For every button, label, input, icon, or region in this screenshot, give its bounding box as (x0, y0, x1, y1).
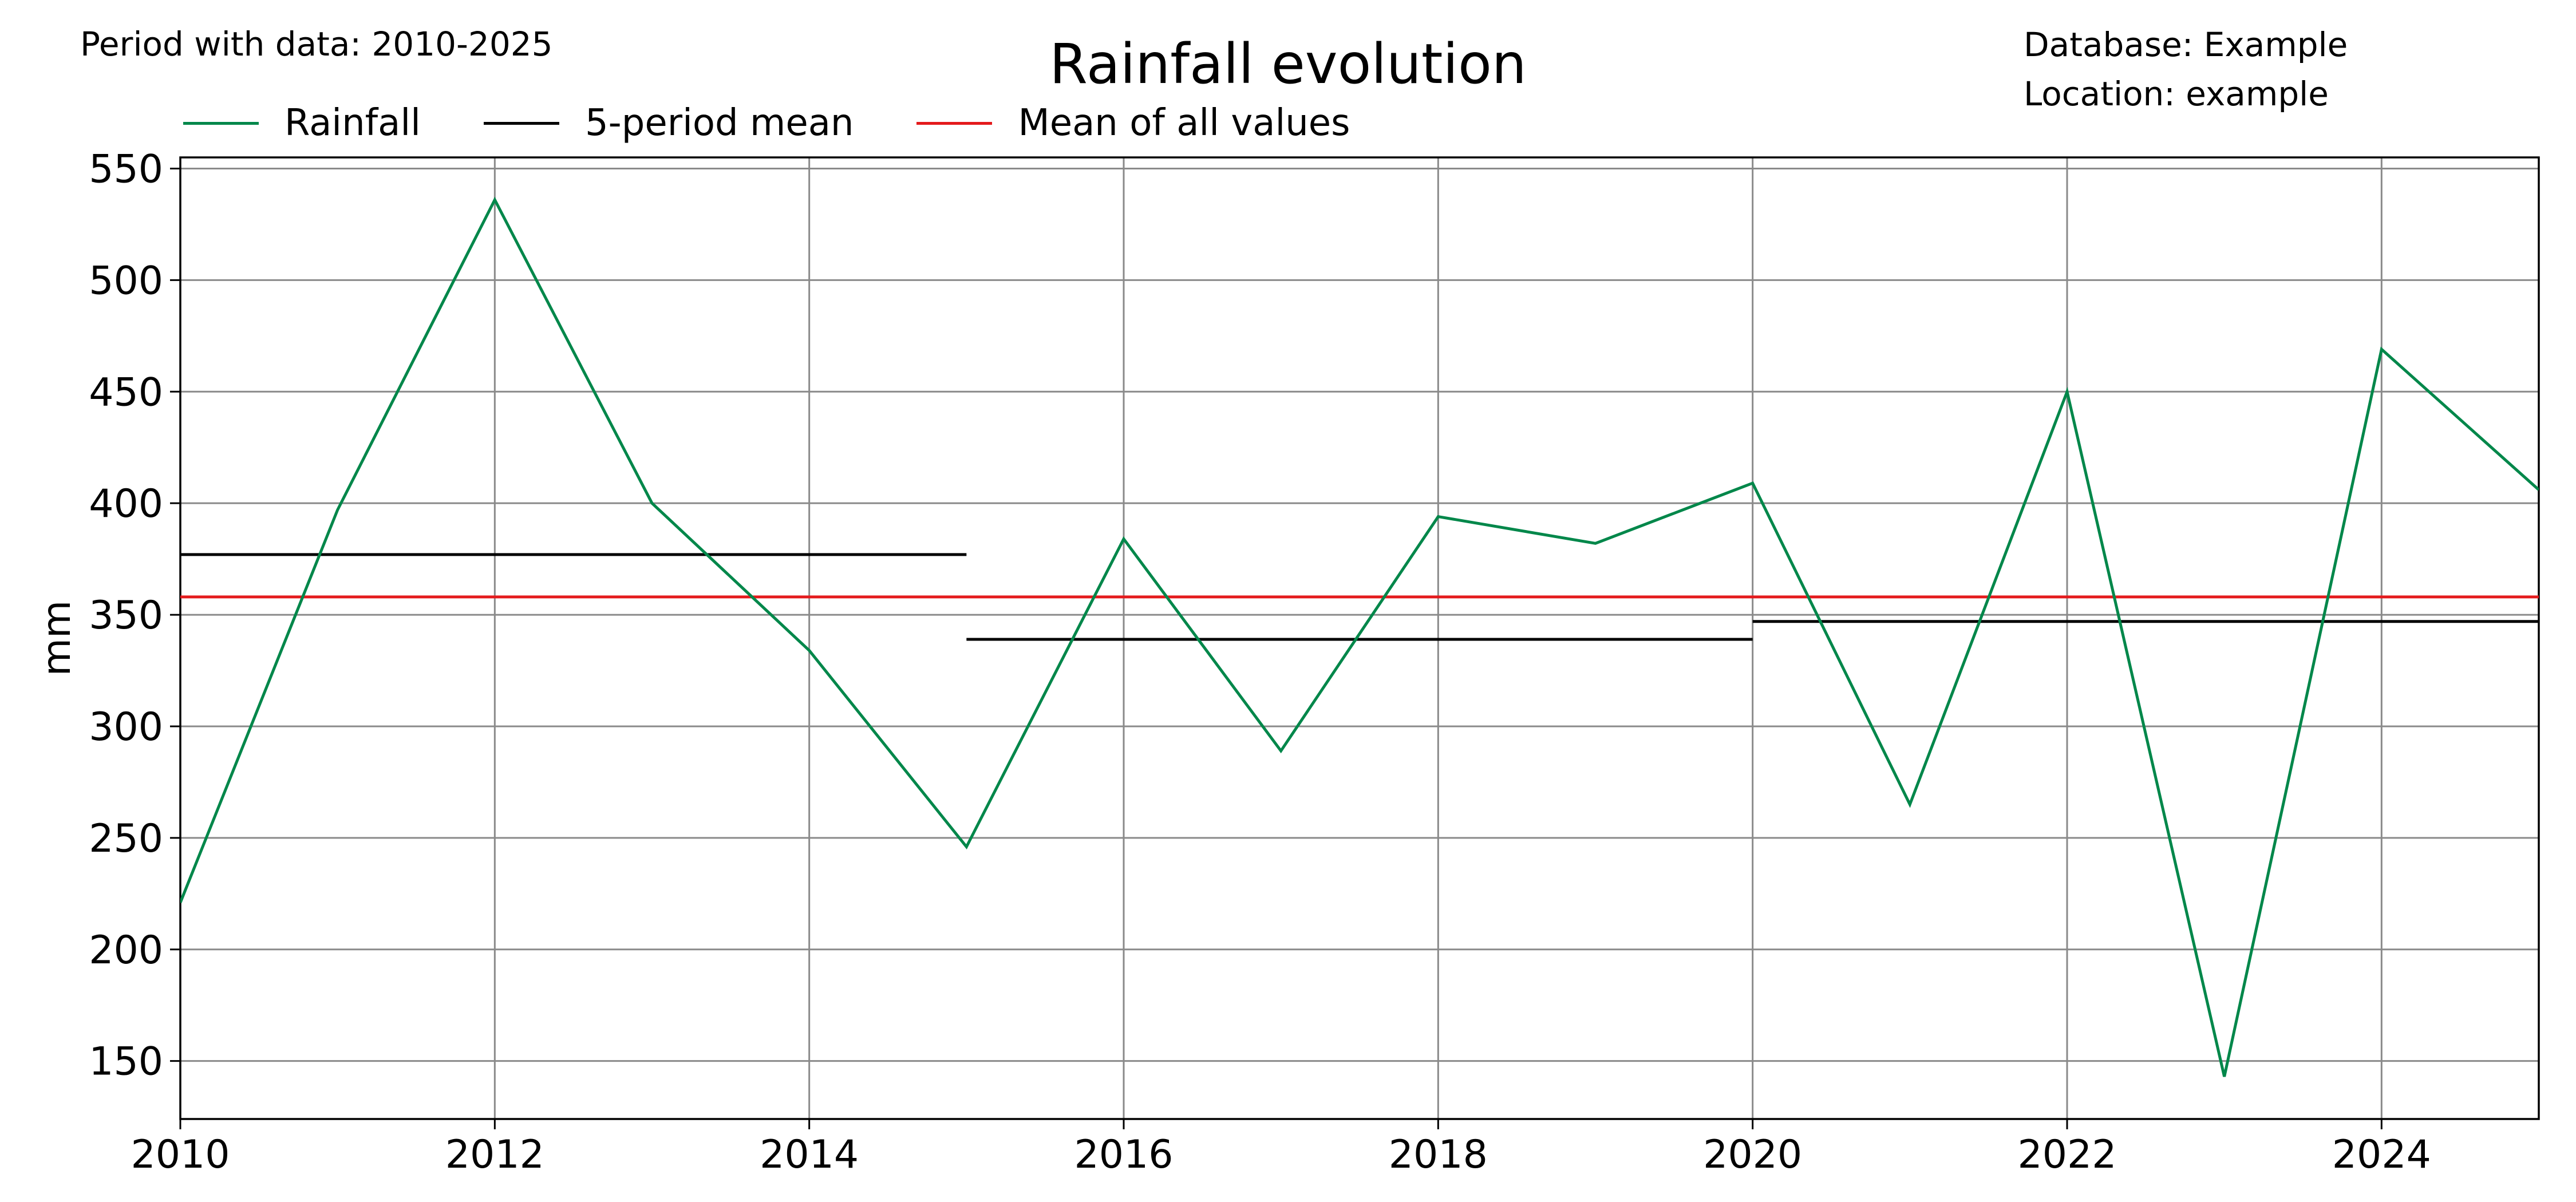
x-tick-label: 2016 (1074, 1132, 1173, 1177)
y-tick-label: 150 (89, 1039, 163, 1085)
y-tick-label: 450 (89, 370, 163, 415)
legend-label-5-period-mean: 5-period mean (584, 102, 854, 144)
period-text: Period with data: 2010-2025 (80, 25, 553, 64)
legend-item-rainfall: Rainfall (183, 102, 421, 144)
y-tick-label: 300 (89, 705, 163, 750)
meta-box: Database: Example Location: example (2024, 20, 2348, 118)
y-tick-label: 250 (89, 816, 163, 861)
x-tick-label: 2020 (1703, 1132, 1802, 1177)
legend-label-rainfall: Rainfall (285, 102, 421, 144)
legend-item-mean-all: Mean of all values (916, 102, 1350, 144)
location-text: Location: example (2024, 74, 2329, 113)
legend: Rainfall 5-period mean Mean of all value… (183, 102, 1413, 144)
database-text: Database: Example (2024, 25, 2348, 64)
x-tick-label: 2024 (2332, 1132, 2431, 1177)
y-axis-label: mm (34, 600, 80, 676)
y-tick-label: 550 (89, 147, 163, 192)
legend-label-mean-all: Mean of all values (1018, 102, 1350, 144)
y-tick-label: 500 (89, 258, 163, 303)
x-tick-label: 2022 (2017, 1132, 2116, 1177)
y-tick-label: 400 (89, 481, 163, 527)
x-tick-label: 2012 (445, 1132, 544, 1177)
legend-swatch-mean-all (916, 121, 993, 125)
series-group (180, 196, 2539, 1077)
legend-item-5-period-mean: 5-period mean (483, 102, 854, 144)
legend-swatch-5-period-mean (483, 121, 559, 125)
plot-frame (179, 156, 2540, 1120)
x-tick-label: 2018 (1389, 1132, 1488, 1177)
rainfall-line (180, 196, 2539, 1077)
x-tick-label: 2014 (760, 1132, 859, 1177)
y-tick-label: 200 (89, 928, 163, 973)
legend-swatch-rainfall (183, 121, 259, 125)
y-tick-label: 350 (89, 593, 163, 638)
x-tick-label: 2010 (131, 1132, 230, 1177)
chart-title: Rainfall evolution (1049, 32, 1527, 96)
